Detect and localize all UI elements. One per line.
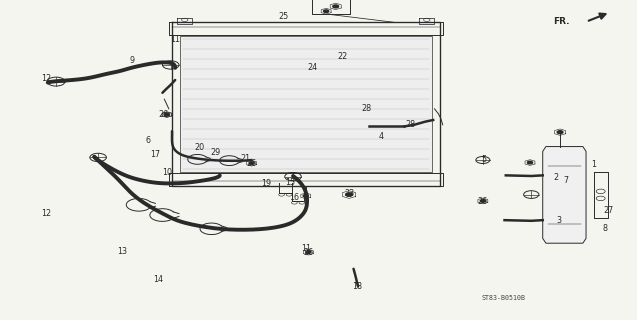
Text: 4: 4 bbox=[378, 132, 383, 140]
Text: 12: 12 bbox=[41, 74, 51, 83]
Circle shape bbox=[249, 162, 254, 164]
Text: ST83-B0510B: ST83-B0510B bbox=[482, 295, 526, 300]
Circle shape bbox=[164, 113, 169, 116]
Text: FR.: FR. bbox=[554, 17, 570, 26]
Text: 9: 9 bbox=[130, 56, 135, 65]
Text: 18: 18 bbox=[352, 282, 362, 291]
Text: 21: 21 bbox=[240, 154, 250, 163]
Text: 5: 5 bbox=[482, 155, 487, 164]
Circle shape bbox=[333, 5, 339, 8]
Circle shape bbox=[480, 200, 485, 202]
Polygon shape bbox=[543, 147, 586, 243]
Text: 25: 25 bbox=[278, 12, 289, 21]
Circle shape bbox=[303, 195, 308, 197]
Text: 14: 14 bbox=[153, 276, 163, 284]
Text: 26: 26 bbox=[303, 248, 313, 257]
Text: 3: 3 bbox=[557, 216, 562, 225]
Circle shape bbox=[346, 193, 352, 196]
Text: 19: 19 bbox=[261, 179, 271, 188]
Text: 24: 24 bbox=[307, 63, 317, 72]
Text: 7: 7 bbox=[563, 176, 568, 185]
Circle shape bbox=[306, 251, 311, 253]
Circle shape bbox=[557, 131, 563, 134]
Text: 16: 16 bbox=[289, 193, 299, 202]
Text: 11: 11 bbox=[301, 244, 311, 252]
Text: 1: 1 bbox=[591, 160, 596, 169]
Text: 2: 2 bbox=[553, 173, 558, 182]
Text: 26: 26 bbox=[158, 110, 168, 119]
Text: 26: 26 bbox=[247, 159, 257, 168]
Circle shape bbox=[164, 113, 169, 116]
Text: 28: 28 bbox=[406, 120, 416, 129]
Text: 20: 20 bbox=[194, 143, 204, 152]
Text: 23: 23 bbox=[344, 189, 354, 198]
Text: 28: 28 bbox=[361, 104, 371, 113]
Circle shape bbox=[527, 161, 533, 164]
Text: 6: 6 bbox=[146, 136, 151, 145]
Text: 26: 26 bbox=[478, 197, 488, 206]
Text: 8: 8 bbox=[603, 224, 608, 233]
Text: 27: 27 bbox=[603, 206, 613, 215]
Bar bbox=[180, 36, 432, 172]
Text: 13: 13 bbox=[117, 247, 127, 256]
Text: 12: 12 bbox=[41, 209, 51, 218]
Text: 22: 22 bbox=[338, 52, 348, 60]
Text: 29: 29 bbox=[210, 148, 220, 157]
Text: 15: 15 bbox=[285, 178, 295, 187]
Text: 10: 10 bbox=[162, 168, 173, 177]
Text: 17: 17 bbox=[150, 150, 160, 159]
Circle shape bbox=[324, 10, 329, 12]
Text: 11: 11 bbox=[170, 35, 180, 44]
